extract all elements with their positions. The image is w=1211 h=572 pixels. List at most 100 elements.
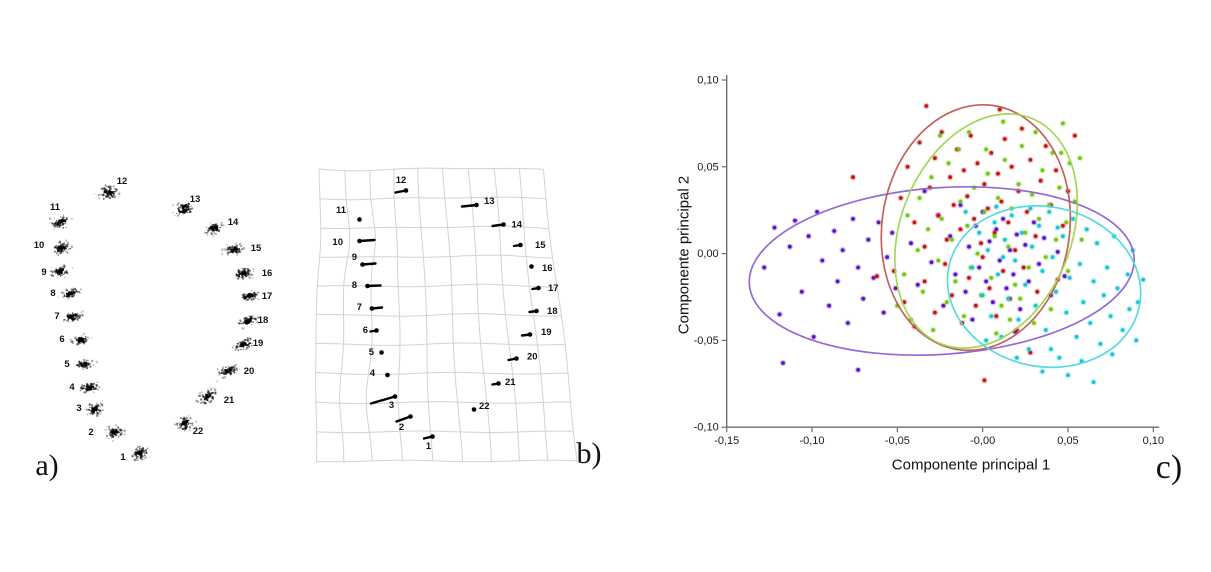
cluster-dot (70, 340, 73, 343)
group-red-points (849, 102, 1078, 384)
cluster-dot (79, 342, 81, 345)
cluster-dot (184, 424, 187, 428)
cluster-dot (64, 222, 66, 225)
cluster-dot (247, 272, 250, 275)
cluster-dot (54, 222, 57, 225)
cluster-dot (244, 297, 246, 300)
cluster-dot (226, 247, 230, 250)
group-cyan-point (1091, 380, 1096, 384)
group-purple-point (866, 237, 871, 242)
landmark-number: 14 (228, 217, 239, 228)
cluster-dot (249, 337, 251, 340)
cluster-core-dot (67, 315, 71, 319)
group-purple-point (963, 289, 968, 294)
group-cyan-point (1125, 272, 1130, 277)
cluster-dot (216, 368, 219, 371)
group-red-point (1020, 126, 1024, 131)
grid-line-horizontal (320, 225, 549, 230)
cluster-dot (145, 451, 148, 454)
group-green-point (956, 147, 961, 152)
group-purple-point (856, 368, 860, 372)
group-green-point (1043, 255, 1048, 259)
grid-line-horizontal (317, 283, 557, 288)
displacement-vector (460, 203, 478, 208)
group-purple-point (997, 258, 1002, 263)
cluster-dot (143, 454, 146, 457)
cluster-dot (121, 432, 123, 434)
group-purple-points (761, 187, 1068, 374)
cluster-dot (180, 206, 182, 208)
cluster-dot (146, 447, 149, 450)
landmark-number: 13 (484, 196, 495, 207)
cluster-dot (108, 196, 112, 200)
cluster-dot (204, 402, 207, 405)
group-cyan-point (1047, 210, 1052, 214)
cluster-core-dot (242, 343, 245, 346)
cluster-dot (118, 431, 121, 434)
cluster-dot (227, 366, 229, 368)
cluster-dot (115, 424, 118, 427)
cluster-dot (246, 298, 249, 301)
group-green-point (1016, 182, 1021, 187)
cluster-dot (214, 392, 216, 394)
cluster-core-dot (59, 220, 62, 223)
cluster-dot (76, 319, 79, 322)
cluster-dot (233, 371, 236, 374)
cluster-dot (98, 197, 101, 200)
cluster-dot (240, 245, 243, 248)
cluster-dot (178, 426, 181, 429)
cluster-core-dot (61, 247, 64, 250)
landmark-number: 5 (369, 347, 375, 358)
cluster-core-dot (70, 292, 74, 296)
cluster-dot (50, 222, 53, 225)
landmark-vector-8: 8 (352, 280, 382, 291)
x-tick-label: 0,10 (1143, 435, 1164, 447)
cluster-dot (66, 289, 69, 292)
cluster-dot (234, 277, 236, 279)
cluster-dot (88, 404, 91, 406)
group-green-point (1002, 158, 1007, 162)
cluster-core-dot (66, 295, 69, 298)
cluster-dot (179, 206, 181, 209)
cluster-dot (188, 415, 190, 417)
x-tick-label: -0,00 (970, 435, 995, 447)
group-red-point (950, 293, 954, 298)
group-green-point (1079, 237, 1084, 242)
landmark-point (408, 414, 413, 419)
cluster-dot (240, 322, 243, 325)
cluster-dot (240, 348, 243, 351)
cluster-dot (62, 296, 64, 298)
cluster-dot (105, 185, 108, 188)
cluster-dot (212, 391, 215, 394)
landmark-cluster-4 (79, 381, 101, 394)
landmark-number: 7 (54, 311, 59, 322)
cluster-dot (224, 376, 227, 379)
cluster-dot (224, 375, 226, 378)
group-cyan-point (1064, 310, 1069, 315)
cluster-dot (93, 391, 95, 394)
group-red-point (994, 314, 999, 318)
cluster-dot (70, 296, 72, 298)
cluster-core-dot (73, 313, 77, 317)
cluster-dot (203, 402, 206, 405)
cluster-dot (140, 449, 144, 452)
cluster-dot (53, 225, 57, 228)
landmark-point (369, 306, 375, 311)
grid-line-vertical (417, 168, 434, 461)
axes: -0,15 -0,10 -0,05 -0,00 0,05 0,100,100,050,00… (694, 75, 1164, 448)
group-cyan-point (1055, 225, 1060, 230)
group-red-point (973, 303, 978, 308)
landmark-point (392, 394, 398, 399)
cluster-dot (257, 291, 260, 294)
group-green-point (946, 161, 951, 166)
group-cyan-point (1006, 296, 1011, 301)
cluster-dot (90, 382, 94, 386)
group-purple-point (876, 220, 881, 225)
group-purple-point (1008, 248, 1012, 253)
cluster-dot (250, 344, 253, 347)
cluster-dot (252, 291, 256, 295)
group-cyan-point (1067, 276, 1072, 280)
group-purple-point (1004, 286, 1009, 291)
landmark-number: 20 (527, 352, 538, 363)
landmark-cluster-16 (234, 267, 255, 281)
